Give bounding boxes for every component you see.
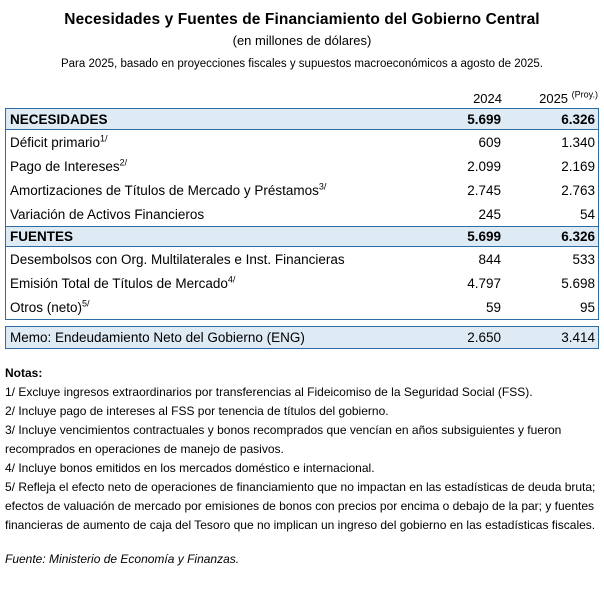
table-row-otros-neto: Otros (neto)5/ 59 95 <box>6 295 598 319</box>
row-label-text: NECESIDADES <box>10 111 108 127</box>
table-row-emision-titulos: Emisión Total de Títulos de Mercado4/ 4.… <box>6 271 598 295</box>
table-row-pago-intereses: Pago de Intereses2/ 2.099 2.169 <box>6 154 598 178</box>
footnote-5: 5/ Refleja el efecto neto de operaciones… <box>5 479 596 532</box>
value-2025: 6.326 <box>561 111 595 127</box>
row-label: Otros (neto)5/ <box>6 298 411 315</box>
row-label-text: Variación de Activos Financieros <box>10 206 205 222</box>
table-row-deficit-primario: Déficit primario1/ 609 1.340 <box>6 130 598 154</box>
table-row-fuentes: FUENTES 5.699 6.326 <box>6 226 598 247</box>
row-label-text: Desembolsos con Org. Multilaterales e In… <box>10 251 345 267</box>
financing-table: NECESIDADES 5.699 6.326 Déficit primario… <box>5 108 599 320</box>
value-2025: 533 <box>572 251 595 267</box>
row-label: Variación de Activos Financieros <box>6 207 411 222</box>
row-label-text: FUENTES <box>10 229 74 244</box>
row-label: Emisión Total de Títulos de Mercado4/ <box>6 274 411 291</box>
footnote-3: 3/ Incluye vencimientos contractuales y … <box>5 422 562 456</box>
footnote-1: 1/ Excluye ingresos extraordinarios por … <box>5 384 533 399</box>
row-label: Pago de Intereses2/ <box>6 157 411 174</box>
page-subtitle: (en millones de dólares) <box>232 33 372 48</box>
value-2024: 2.099 <box>467 158 501 174</box>
value-2024: 2.650 <box>467 330 501 345</box>
value-2025: 1.340 <box>561 134 595 150</box>
column-header-2025-proy-superscript: (Proy.) <box>571 89 598 100</box>
source-line: Fuente: Ministerio de Economía y Finanza… <box>5 551 240 566</box>
memo-box: Memo: Endeudamiento Neto del Gobierno (E… <box>5 326 599 349</box>
column-header-2024: 2024 <box>473 91 502 106</box>
value-2025: 3.414 <box>561 330 595 345</box>
value-2024: 5.699 <box>467 229 501 244</box>
row-label-text: Amortizaciones de Títulos de Mercado y P… <box>10 182 319 198</box>
page-title: Necesidades y Fuentes de Financiamiento … <box>64 11 540 28</box>
footnote-ref: 1/ <box>100 133 108 143</box>
value-2025: 54 <box>579 206 595 222</box>
row-label-text: Otros (neto) <box>10 299 83 315</box>
value-2024: 5.699 <box>467 111 501 127</box>
row-label-text: Pago de Intereses <box>10 158 120 174</box>
projection-note: Para 2025, basado en proyecciones fiscal… <box>60 58 544 70</box>
footnote-ref: 4/ <box>227 274 236 284</box>
row-label: FUENTES <box>6 229 411 244</box>
value-2024: 844 <box>478 251 501 267</box>
footnote-ref: 5/ <box>82 298 90 308</box>
notes-section: Notas: 1/ Excluye ingresos extraordinari… <box>5 364 599 535</box>
row-label: Déficit primario1/ <box>6 133 411 150</box>
value-2024: 4.797 <box>467 275 501 291</box>
table-row-memo-eng: Memo: Endeudamiento Neto del Gobierno (E… <box>6 327 598 348</box>
table-row-desembolsos: Desembolsos con Org. Multilaterales e In… <box>6 247 598 271</box>
row-label: Desembolsos con Org. Multilaterales e In… <box>6 252 411 267</box>
value-2025: 95 <box>579 299 595 315</box>
table-row-variacion-activos: Variación de Activos Financieros 245 54 <box>6 202 598 226</box>
value-2025: 5.698 <box>561 275 595 291</box>
row-label-text: Emisión Total de Títulos de Mercado <box>10 275 228 291</box>
row-label: Amortizaciones de Títulos de Mercado y P… <box>6 181 411 198</box>
footnote-ref: 2/ <box>119 157 128 167</box>
column-header-2025-year: 2025 <box>539 91 569 106</box>
footnote-4: 4/ Incluye bonos emitidos en los mercado… <box>5 460 375 475</box>
value-2025: 2.169 <box>561 158 595 174</box>
table-row-amortizaciones: Amortizaciones de Títulos de Mercado y P… <box>6 178 598 202</box>
row-label: Memo: Endeudamiento Neto del Gobierno (E… <box>10 330 305 345</box>
footnote-ref: 3/ <box>318 181 327 191</box>
value-2025: 6.326 <box>561 229 595 244</box>
value-2025: 2.763 <box>561 182 595 198</box>
table-row-necesidades: NECESIDADES 5.699 6.326 <box>6 109 598 130</box>
value-2024: 609 <box>478 134 501 150</box>
notes-heading: Notas: <box>5 366 43 380</box>
row-label-text: Déficit primario <box>10 134 101 150</box>
value-2024: 245 <box>478 206 501 222</box>
footnote-2: 2/ Incluye pago de intereses al FSS por … <box>5 403 389 418</box>
column-header-2025: 2025 (Proy.) <box>502 89 599 106</box>
value-2024: 2.745 <box>467 182 501 198</box>
row-label: NECESIDADES <box>6 112 411 127</box>
value-2024: 59 <box>485 299 501 315</box>
column-headers: 2024 2025 (Proy.) <box>5 89 599 108</box>
